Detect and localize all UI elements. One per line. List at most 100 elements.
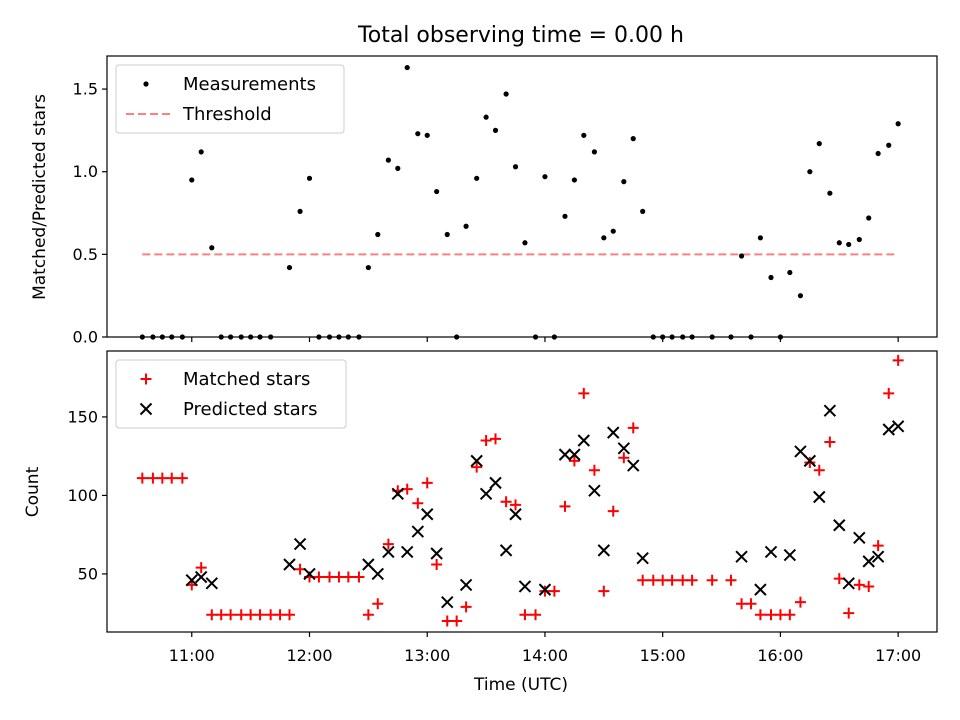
measurement-point — [827, 190, 833, 196]
predicted-star-point — [617, 442, 631, 455]
matched-star-point — [883, 387, 895, 399]
measurement-point — [306, 175, 313, 181]
measurement-point — [846, 241, 852, 248]
predicted-star-point — [538, 583, 552, 596]
matched-star-point — [657, 574, 669, 586]
top-y-tick-label: 1.0 — [73, 162, 98, 181]
top-y-tick-label: 0.5 — [73, 245, 98, 264]
matched-star-point — [166, 472, 178, 484]
legend-matched-label: Matched stars — [183, 369, 310, 390]
predicted-star-point — [803, 454, 817, 468]
measurement-point — [757, 235, 764, 241]
matched-star-point — [431, 558, 443, 570]
matched-star-point — [206, 609, 218, 621]
predicted-star-point — [558, 448, 572, 461]
x-tick-label: 16:00 — [757, 646, 803, 665]
matched-star-point — [872, 540, 884, 552]
matched-star-point — [843, 607, 855, 619]
matched-star-point — [578, 387, 590, 399]
predicted-star-point — [735, 550, 748, 563]
matched-star-point — [539, 585, 551, 597]
predicted-star-point — [882, 423, 895, 436]
matched-star-point — [283, 609, 295, 621]
predicted-star-point — [391, 487, 405, 501]
matched-star-point — [245, 609, 257, 621]
matched-star-point — [765, 609, 777, 621]
top-legend-box — [115, 64, 345, 134]
top-y-tick-label: 0.0 — [73, 328, 98, 347]
predicted-star-point — [489, 476, 502, 490]
predicted-star-point — [441, 595, 454, 609]
matched-star-point — [892, 354, 904, 366]
predicted-star-point — [421, 508, 434, 521]
measurement-point — [601, 235, 607, 241]
predicted-star-point — [499, 544, 513, 557]
matched-star-point — [324, 571, 336, 583]
x-tick-label: 17:00 — [875, 646, 921, 665]
predicted-star-point — [382, 545, 395, 559]
matched-star-point — [490, 433, 502, 445]
top-panel: 0.0 0.5 1.0 1.5 Measurements Threshold — [73, 55, 938, 347]
measurement-point — [875, 150, 881, 157]
predicted-star-point — [362, 558, 375, 571]
predicted-star-point — [636, 552, 649, 565]
matched-star-point — [677, 574, 689, 586]
matched-star-point — [784, 609, 796, 621]
measurement-point — [415, 131, 421, 137]
matched-star-point — [510, 499, 522, 511]
predicted-star-point — [871, 550, 885, 563]
matched-star-point — [627, 422, 639, 434]
matched-star-point — [736, 598, 748, 610]
legend-matched-marker — [140, 373, 152, 385]
chart-title: Total observing time = 0.00 h — [357, 23, 684, 48]
predicted-star-point — [842, 577, 855, 590]
predicted-star-point — [764, 545, 778, 559]
measurement-point — [189, 177, 195, 183]
matched-star-point — [686, 574, 698, 586]
predicted-star-point — [588, 484, 601, 497]
measurement-point — [866, 215, 872, 221]
predicted-star-point — [303, 567, 316, 581]
measurement-point — [610, 228, 616, 234]
predicted-star-point — [597, 544, 611, 557]
matched-star-point — [372, 598, 384, 610]
bottom-legend-box — [115, 359, 347, 429]
predicted-star-point — [205, 577, 218, 590]
predicted-star-point — [430, 547, 443, 560]
matched-star-point — [774, 609, 786, 621]
predicted-star-point — [568, 448, 581, 461]
predicted-star-point — [470, 454, 483, 468]
measurement-point — [816, 141, 822, 147]
matched-star-point — [804, 456, 816, 468]
matched-star-point — [863, 580, 875, 592]
predicted-star-point — [627, 459, 640, 472]
legend-measurements-marker — [143, 81, 149, 87]
measurement-point — [768, 274, 774, 281]
legend-predicted-marker — [139, 402, 153, 416]
matched-star-point — [618, 452, 630, 464]
top-axes-frame — [106, 55, 938, 338]
predicted-star-point — [823, 404, 837, 417]
measurement-point — [503, 91, 509, 97]
matched-star-point — [136, 472, 148, 484]
predicted-star-point — [479, 487, 493, 501]
matched-star-point — [235, 609, 247, 621]
measurement-point — [581, 132, 587, 138]
matched-star-point — [813, 464, 825, 476]
measurement-point — [512, 164, 519, 170]
legend-measurements-label: Measurements — [183, 74, 316, 95]
bottom-y-tick-label: 50 — [78, 564, 98, 583]
matched-star-point — [647, 574, 659, 586]
predicted-star-point — [891, 420, 905, 433]
bottom-panel: 50 100 150 11:00 12:00 13:00 14:00 15:00 16:00 17… — [67, 350, 938, 665]
measurement-point — [787, 269, 793, 276]
top-y-tick-label: 1.5 — [73, 80, 98, 99]
matched-star-point — [362, 609, 374, 621]
measurement-point — [640, 208, 646, 214]
x-tick-label: 14:00 — [522, 646, 568, 665]
bottom-y-tick-label: 100 — [67, 486, 98, 505]
matched-star-point — [824, 436, 836, 448]
measurement-point — [385, 157, 391, 163]
predicted-star-point — [607, 426, 620, 439]
matched-star-point — [794, 596, 806, 608]
